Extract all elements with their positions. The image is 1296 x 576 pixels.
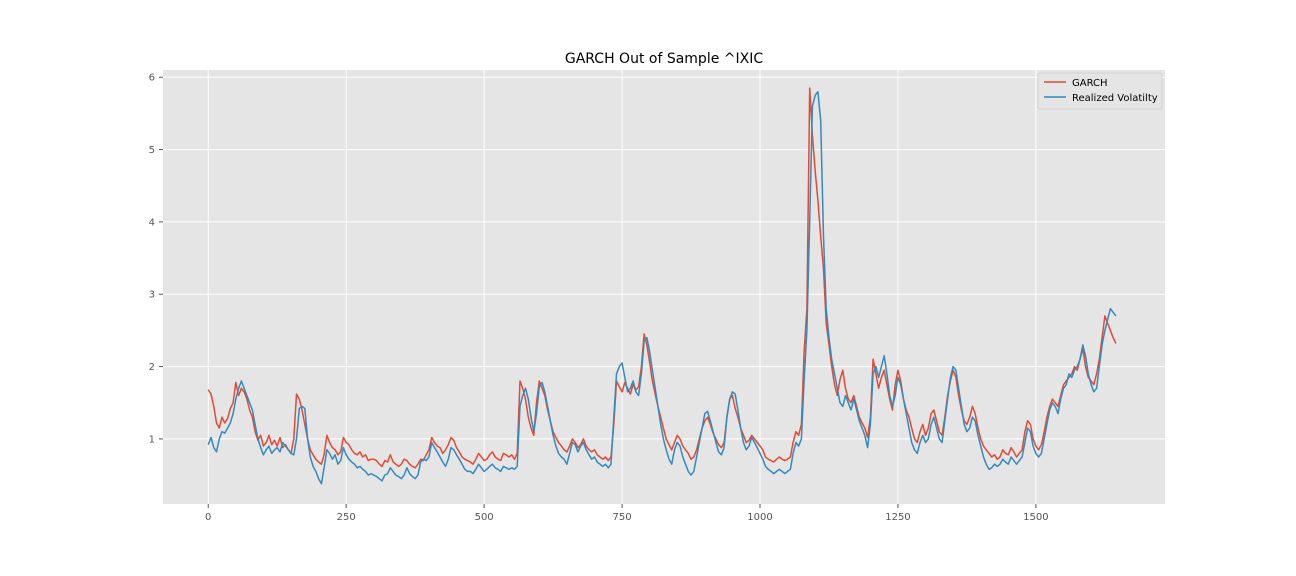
legend: GARCH Realized Volatilty bbox=[1037, 72, 1163, 110]
series-line-garch bbox=[207, 87, 1117, 469]
legend-label-garch: GARCH bbox=[1072, 78, 1108, 89]
y-tick-label: 6 bbox=[149, 73, 155, 84]
x-tick-label: 1500 bbox=[1023, 512, 1048, 523]
x-tick-label: 500 bbox=[475, 512, 494, 523]
x-tick-label: 1000 bbox=[747, 512, 772, 523]
y-tick-label: 4 bbox=[149, 217, 155, 228]
x-tick-label: 750 bbox=[613, 512, 632, 523]
y-axis-ticks: 1 2 3 4 5 6 bbox=[149, 73, 163, 445]
series-line-realized-volatility bbox=[207, 90, 1117, 485]
x-axis-ticks: 0 250 500 750 1000 1250 1500 bbox=[205, 504, 1049, 523]
x-tick-label: 1250 bbox=[885, 512, 910, 523]
y-tick-label: 1 bbox=[149, 434, 155, 445]
y-tick-label: 3 bbox=[149, 290, 155, 301]
series-layer bbox=[207, 87, 1117, 485]
chart-title: GARCH Out of Sample ^IXIC bbox=[565, 51, 764, 67]
x-tick-label: 0 bbox=[205, 512, 211, 523]
legend-frame bbox=[1037, 72, 1163, 110]
legend-label-realized-volatility: Realized Volatilty bbox=[1072, 93, 1158, 104]
grid-lines bbox=[163, 70, 1165, 504]
y-tick-label: 5 bbox=[149, 145, 155, 156]
x-tick-label: 250 bbox=[337, 512, 356, 523]
y-tick-label: 2 bbox=[149, 362, 155, 373]
